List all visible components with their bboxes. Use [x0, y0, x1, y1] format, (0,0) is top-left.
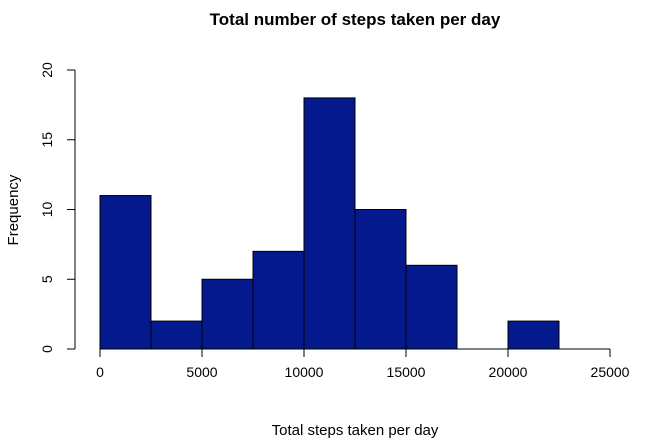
x-tick-label: 0: [96, 364, 104, 380]
y-tick-label: 15: [39, 132, 55, 148]
x-tick-label: 20000: [489, 364, 528, 380]
histogram-bar: [150, 320, 203, 350]
chart-title: Total number of steps taken per day: [210, 10, 501, 29]
histogram-bar: [303, 97, 356, 350]
x-axis-label: Total steps taken per day: [272, 422, 439, 439]
y-axis: 0 5 10 15 20: [39, 62, 76, 353]
histogram-bar: [201, 278, 254, 350]
y-axis-label: Frequency: [5, 174, 22, 245]
x-tick-label: 10000: [285, 364, 324, 380]
histogram-bar: [252, 250, 305, 350]
histogram-bar: [507, 320, 560, 350]
histogram-bar: [405, 264, 458, 350]
bars-group: [99, 97, 560, 350]
x-tick-label: 5000: [186, 364, 217, 380]
y-tick-label: 0: [39, 345, 55, 353]
y-tick-label: 5: [39, 275, 55, 283]
x-tick-label: 25000: [591, 364, 630, 380]
y-tick-label: 10: [39, 202, 55, 218]
histogram-bar: [354, 209, 407, 350]
y-tick-label: 20: [39, 62, 55, 78]
x-tick-label: 15000: [387, 364, 426, 380]
histogram-bar: [99, 195, 152, 350]
x-axis: 0 5000 10000 15000 20000 25000: [96, 348, 630, 380]
